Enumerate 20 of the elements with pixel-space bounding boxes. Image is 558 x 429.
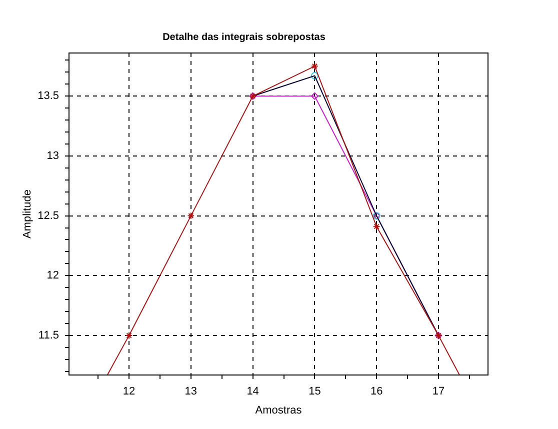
y-tick-label: 11.5 xyxy=(38,330,59,342)
y-tick-label: 12.5 xyxy=(38,210,59,222)
x-tick-label: 16 xyxy=(370,386,383,398)
point xyxy=(311,72,318,80)
point xyxy=(125,332,133,340)
x-axis-title: Amostras xyxy=(255,404,302,416)
x-tick-label: 15 xyxy=(308,386,321,398)
y-tick-label: 12 xyxy=(46,270,59,282)
y-tick-label: 13.5 xyxy=(38,90,59,102)
y-axis-title: Amplitude xyxy=(22,190,34,238)
x-tick-label: 12 xyxy=(122,386,136,398)
point xyxy=(372,222,380,230)
point xyxy=(311,92,318,100)
y-tick-label: 13 xyxy=(46,150,59,162)
x-tick-label: 14 xyxy=(246,386,259,398)
point xyxy=(187,212,195,220)
point xyxy=(311,62,318,70)
chart-title: Detalhe das integrais sobrepostas xyxy=(162,32,326,43)
x-tick-label: 13 xyxy=(184,386,198,398)
x-tick-label: 17 xyxy=(432,386,445,398)
